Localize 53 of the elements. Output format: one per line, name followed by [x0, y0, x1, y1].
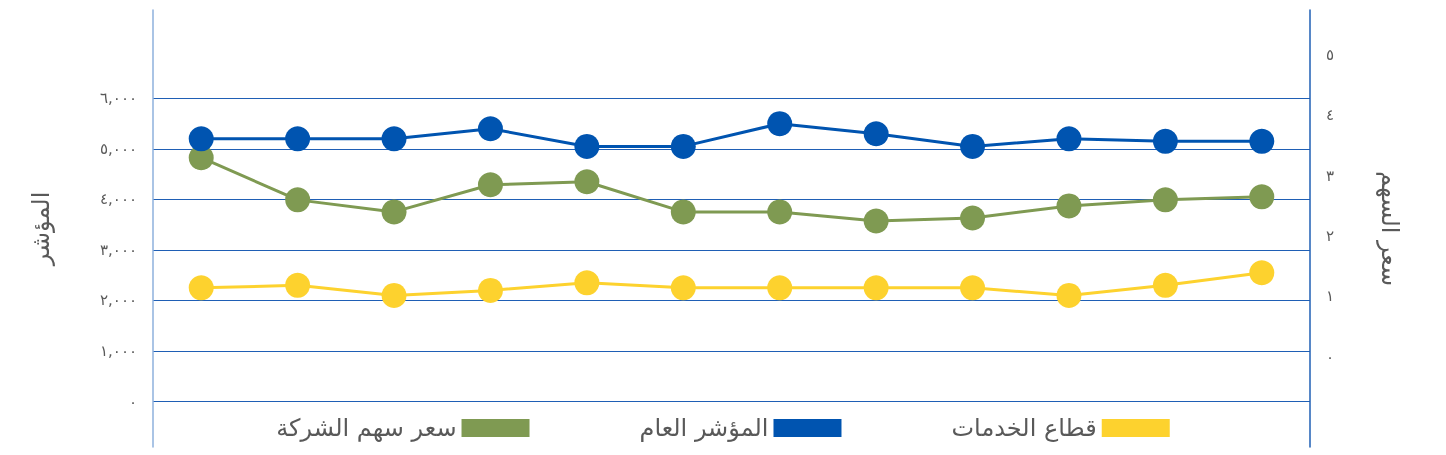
legend-label: قطاع الخدمات — [951, 414, 1097, 442]
y2-tick-label: ١ — [1326, 287, 1335, 306]
point — [1249, 260, 1275, 286]
y-tick-label: ١,٠٠٠ — [100, 342, 137, 361]
point — [381, 126, 407, 152]
y-tick-label: ٢,٠٠٠ — [100, 291, 137, 310]
y2-tick-label: ٥ — [1326, 46, 1335, 65]
point — [477, 277, 503, 303]
point — [863, 208, 889, 234]
point — [960, 275, 986, 301]
point — [670, 275, 696, 301]
point — [285, 272, 311, 298]
point — [960, 205, 986, 231]
point — [960, 133, 986, 159]
point — [574, 169, 600, 195]
y2-axis-title: سعر السهم — [1376, 171, 1404, 286]
y-tick-label: ٠ — [128, 392, 137, 411]
point — [285, 126, 311, 152]
point — [670, 133, 696, 159]
y2-tick-label: ٤ — [1326, 106, 1335, 125]
y-tick-label: ٦,٠٠٠ — [100, 89, 137, 108]
point — [188, 126, 214, 152]
point — [767, 199, 793, 225]
y2-tick-label: ٢ — [1326, 227, 1335, 246]
point — [1056, 282, 1082, 308]
point — [767, 275, 793, 301]
point — [1056, 193, 1082, 219]
point — [1152, 128, 1178, 154]
point — [285, 187, 311, 213]
point — [477, 116, 503, 142]
point — [381, 199, 407, 225]
point — [574, 270, 600, 296]
y-axis-title: المؤشر — [27, 191, 55, 267]
y2-tick-label: ٠ — [1326, 347, 1335, 366]
point — [863, 275, 889, 301]
point — [381, 282, 407, 308]
y-tick-label: ٣,٠٠٠ — [100, 240, 137, 259]
point — [863, 121, 889, 147]
point — [1249, 184, 1275, 210]
point — [477, 172, 503, 198]
y2-tick-label: ٣ — [1326, 166, 1335, 185]
point — [188, 275, 214, 301]
y-tick-label: ٥,٠٠٠ — [100, 139, 137, 158]
point — [1249, 128, 1275, 154]
point — [574, 133, 600, 159]
legend-label: سعر سهم الشركة — [276, 414, 457, 442]
point — [767, 111, 793, 137]
point — [1152, 272, 1178, 298]
point — [670, 199, 696, 225]
point — [1056, 126, 1082, 152]
point — [1152, 187, 1178, 213]
y-tick-label: ٤,٠٠٠ — [100, 190, 137, 209]
legend-label: المؤشر العام — [639, 414, 769, 442]
